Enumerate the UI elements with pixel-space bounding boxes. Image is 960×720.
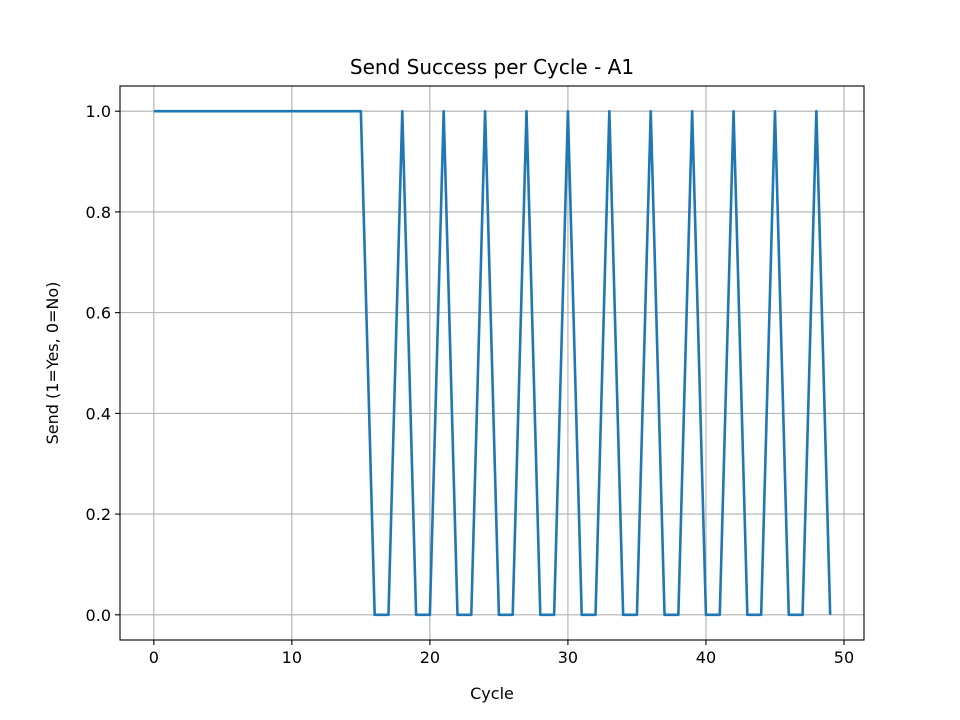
series-layer	[153, 109, 832, 617]
y-tick-label: 0.8	[86, 203, 111, 222]
x-tick-label: 50	[834, 648, 854, 667]
chart-title: Send Success per Cycle - A1	[350, 55, 634, 79]
x-tick-label: 40	[696, 648, 716, 667]
plot-frame	[119, 85, 865, 641]
axis-ticks: 0 10 20 30 40 50 0.0 0.2 0.4 0.6 0.8 1.0	[86, 102, 855, 667]
y-tick-label: 0.4	[86, 404, 111, 423]
grid-lines	[120, 86, 864, 640]
y-axis-label: Send (1=Yes, 0=No)	[43, 282, 62, 445]
x-tick-label: 10	[282, 648, 302, 667]
x-axis-label: Cycle	[470, 684, 514, 703]
x-tick-label: 20	[420, 648, 440, 667]
y-tick-label: 0.6	[86, 304, 111, 323]
y-tick-label: 0.0	[86, 606, 111, 625]
x-tick-label: 0	[149, 648, 159, 667]
y-tick-label: 0.2	[86, 505, 111, 524]
y-tick-label: 1.0	[86, 102, 111, 121]
x-tick-label: 30	[558, 648, 578, 667]
series-line	[153, 109, 832, 617]
